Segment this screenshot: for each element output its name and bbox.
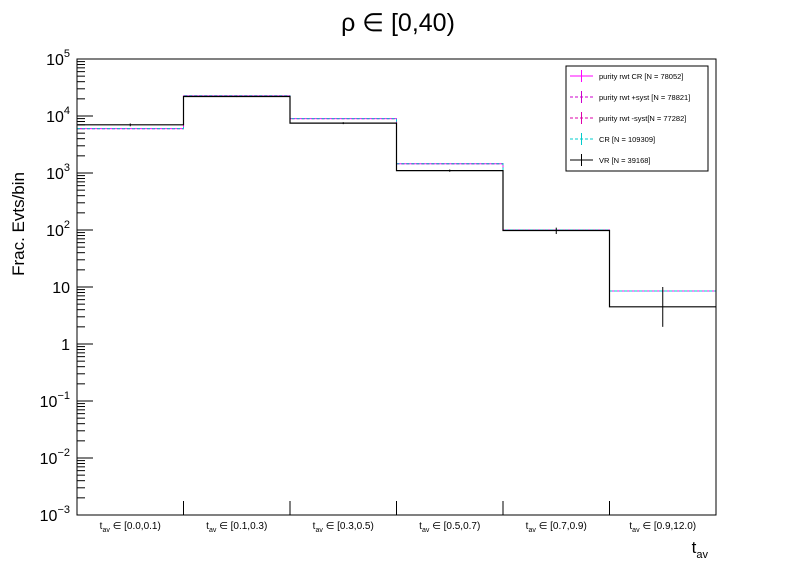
vr-error-bars [129, 95, 664, 327]
y-tick-label: 10 [52, 280, 70, 297]
y-tick-label-exponent: 4 [64, 105, 70, 117]
y-tick-label: 103 [46, 162, 70, 183]
x-tick-label-main: t [313, 521, 316, 532]
y-tick-label: 1 [61, 337, 70, 354]
x-tick-label: tav ∈ [0.1,0.3) [206, 521, 267, 534]
y-tick-label-exponent: −1 [57, 390, 70, 402]
legend: purity rwt CR [N = 78052] purity rwt +sys… [565, 65, 709, 172]
y-tick-label-base: 10 [40, 508, 58, 525]
x-tick-label-sub: av [422, 527, 430, 534]
x-axis-label: tav [692, 538, 709, 561]
y-axis-label: Frac. Evts/bin [9, 172, 28, 276]
x-tick-label-main: t [206, 521, 209, 532]
x-tick-label: tav ∈ [0.7,0.9) [526, 521, 587, 534]
x-tick-label-range: ∈ [0.3,0.5) [323, 521, 374, 532]
legend-box [565, 65, 709, 172]
y-tick-label-base: 10 [46, 109, 64, 126]
y-axis-ticks [77, 58, 93, 516]
legend-entries: purity rwt CR [N = 78052] purity rwt +sys… [570, 70, 690, 166]
y-tick-label-base: 10 [46, 166, 64, 183]
x-axis-label-sub: av [696, 549, 708, 561]
x-axis-tick-labels: tav ∈ [0.0,0.1) tav ∈ [0.1,0.3) tav ∈ [0.3… [100, 521, 696, 534]
x-tick-label-range: ∈ [0.9,12.0) [640, 521, 697, 532]
x-tick-label-range: ∈ [0.7,0.9) [536, 521, 587, 532]
chart-title: ρ ∈ [0,40) [341, 9, 455, 37]
legend-label-5: VR [N = 39168] [599, 156, 651, 165]
y-tick-label: 104 [46, 105, 70, 126]
y-tick-label: 10−3 [40, 504, 70, 525]
x-tick-label-main: t [629, 521, 632, 532]
x-tick-label-sub: av [315, 527, 323, 534]
x-tick-label-range: ∈ [0.1,0.3) [216, 521, 267, 532]
x-tick-label-range: ∈ [0.0,0.1) [110, 521, 161, 532]
legend-label-2: purity rwt +syst [N = 78821] [599, 93, 690, 102]
y-tick-label: 105 [46, 48, 70, 69]
x-tick-label-sub: av [102, 527, 110, 534]
y-tick-label-base: 10 [40, 451, 58, 468]
y-tick-label: 102 [46, 219, 70, 240]
y-tick-label-exponent: −3 [57, 504, 70, 516]
y-tick-label-exponent: 5 [64, 48, 70, 60]
x-tick-label-sub: av [632, 527, 640, 534]
y-tick-label: 10−1 [40, 390, 70, 411]
y-tick-label-base: 1 [61, 337, 70, 354]
x-tick-label: tav ∈ [0.3,0.5) [313, 521, 374, 534]
y-tick-label-base: 10 [40, 394, 58, 411]
y-tick-label-base: 10 [52, 280, 70, 297]
x-tick-label: tav ∈ [0.0,0.1) [100, 521, 161, 534]
x-axis-ticks [183, 501, 610, 515]
x-axis-label-main: t [692, 538, 697, 557]
x-tick-label-sub: av [209, 527, 217, 534]
x-tick-label-main: t [100, 521, 103, 532]
legend-label-1: purity rwt CR [N = 78052] [599, 72, 683, 81]
x-tick-label: tav ∈ [0.9,12.0) [629, 521, 696, 534]
y-tick-label-base: 10 [46, 223, 64, 240]
y-tick-label: 10−2 [40, 447, 70, 468]
x-tick-label: tav ∈ [0.5,0.7) [419, 521, 480, 534]
y-tick-label-exponent: 2 [64, 219, 70, 231]
x-tick-label-range: ∈ [0.5,0.7) [429, 521, 480, 532]
plot-frame [76, 58, 717, 516]
x-tick-label-main: t [419, 521, 422, 532]
y-tick-label-exponent: 3 [64, 162, 70, 174]
legend-label-3: purity rwt -syst[N = 77282] [599, 114, 686, 123]
y-tick-label-base: 10 [46, 52, 64, 69]
series-lines [77, 95, 716, 308]
y-tick-label-exponent: −2 [57, 447, 70, 459]
x-tick-label-main: t [526, 521, 529, 532]
legend-label-4: CR [N = 109309] [599, 135, 655, 144]
x-tick-label-sub: av [528, 527, 536, 534]
series-line-5 [77, 95, 716, 308]
